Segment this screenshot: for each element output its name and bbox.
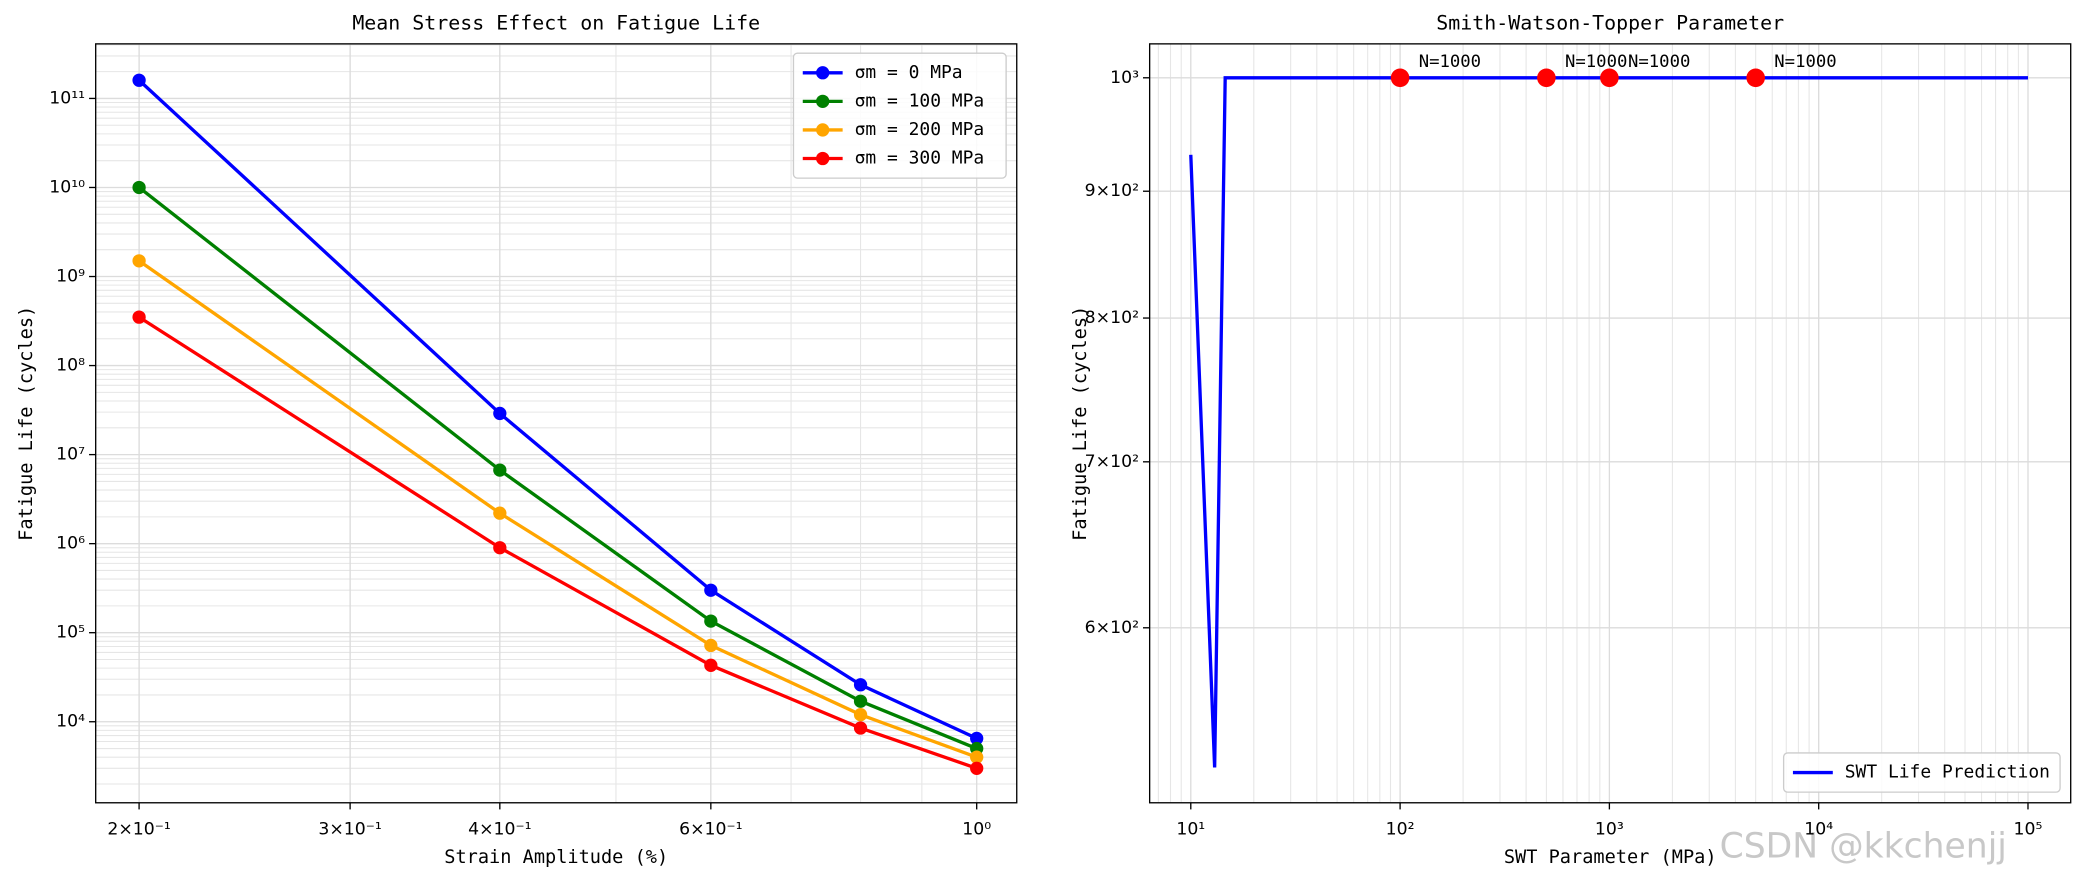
series-marker (493, 463, 507, 477)
x-tick-label: 3×10⁻¹ (318, 819, 381, 839)
y-tick-label: 8×10² (1085, 308, 1139, 328)
x-tick-label: 10⁵ (2014, 819, 2043, 839)
scatter-point (1390, 68, 1410, 88)
x-tick-label: 4×10⁻¹ (468, 819, 531, 839)
series-marker (132, 254, 146, 268)
y-tick-label: 10⁵ (56, 623, 85, 643)
x-tick-label: 10² (1386, 819, 1415, 839)
series-marker (970, 731, 984, 746)
y-tick-label: 10⁷ (56, 445, 85, 465)
y-tick-label: 10¹¹ (49, 88, 85, 108)
series-marker (853, 708, 868, 722)
y-tick-label: 7×10² (1085, 452, 1139, 472)
legend-label: σm = 200 MPa (855, 119, 985, 140)
y-tick-label: 9×10² (1085, 181, 1139, 201)
chart-title: Mean Stress Effect on Fatigue Life (352, 11, 760, 34)
y-tick-label: 6×10² (1085, 618, 1139, 638)
series-marker (970, 750, 984, 764)
y-tick-label: 10⁸ (56, 356, 85, 376)
point-annotation: N=1000 (1419, 52, 1481, 72)
series-marker (493, 506, 507, 520)
watermark: CSDN @kkchenjj (1720, 826, 2007, 866)
legend-marker (816, 151, 830, 166)
legend-label: σm = 0 MPa (855, 62, 963, 83)
series-line (137, 79, 978, 740)
scatter-point (1537, 68, 1556, 88)
series-marker (970, 761, 984, 775)
plot-frame (95, 43, 1018, 804)
series-marker (704, 658, 718, 672)
x-tick-label: 10¹ (1176, 819, 1205, 839)
series-marker (853, 694, 868, 708)
series-marker (704, 638, 718, 653)
series-marker (493, 541, 507, 555)
x-tick-label: 10³ (1595, 819, 1624, 839)
y-tick-label: 10⁴ (56, 712, 85, 732)
x-axis-label: Strain Amplitude (%) (444, 847, 668, 868)
legend-label: SWT Life Prediction (1845, 762, 2050, 783)
x-tick-label: 10⁰ (962, 819, 991, 839)
x-axis-label: SWT Parameter (MPa) (1504, 847, 1717, 868)
x-tick-label: 10⁴ (1804, 819, 1833, 839)
legend-label: σm = 300 MPa (855, 148, 985, 169)
legend: SWT Life Prediction (1782, 752, 2061, 793)
y-tick-label: 10³ (1110, 68, 1139, 88)
legend-box (792, 52, 1007, 179)
x-tick-label: 2×10⁻¹ (107, 819, 170, 839)
y-axis-label: Fatigue Life (cycles) (1070, 306, 1091, 541)
point-annotation: N=1000 (1774, 52, 1836, 72)
series-marker (132, 310, 146, 324)
legend: σm = 0 MPa σm = 100 MPa σm = 200 MPa σm = 3… (792, 52, 1007, 179)
y-tick-label: 10¹⁰ (49, 177, 85, 197)
legend-marker (816, 66, 830, 80)
legend-box (1782, 752, 2061, 793)
point-annotation: N=1000 (1565, 52, 1627, 72)
x-tick-label: 6×10⁻¹ (679, 819, 742, 839)
y-tick-label: 10⁶ (56, 534, 85, 554)
point-annotation: N=1000 (1628, 52, 1690, 72)
legend-marker (816, 123, 830, 137)
series-marker (704, 583, 718, 597)
series-marker (493, 406, 507, 421)
series-line (1189, 76, 2028, 768)
series-marker (132, 73, 146, 87)
series-marker (132, 180, 146, 195)
scatter-point (1600, 68, 1619, 88)
series-marker (704, 614, 718, 628)
series-marker (853, 678, 868, 692)
legend-label: σm = 100 MPa (855, 90, 985, 111)
chart-title: Smith-Watson-Topper Parameter (1436, 11, 1784, 34)
y-tick-label: 10⁹ (56, 267, 85, 287)
y-axis-label: Fatigue Life (cycles) (16, 306, 37, 541)
legend-marker (816, 94, 830, 108)
series-line (138, 259, 978, 759)
series-marker (853, 721, 868, 735)
scatter-point (1746, 68, 1765, 88)
plot-frame (1148, 43, 2072, 804)
